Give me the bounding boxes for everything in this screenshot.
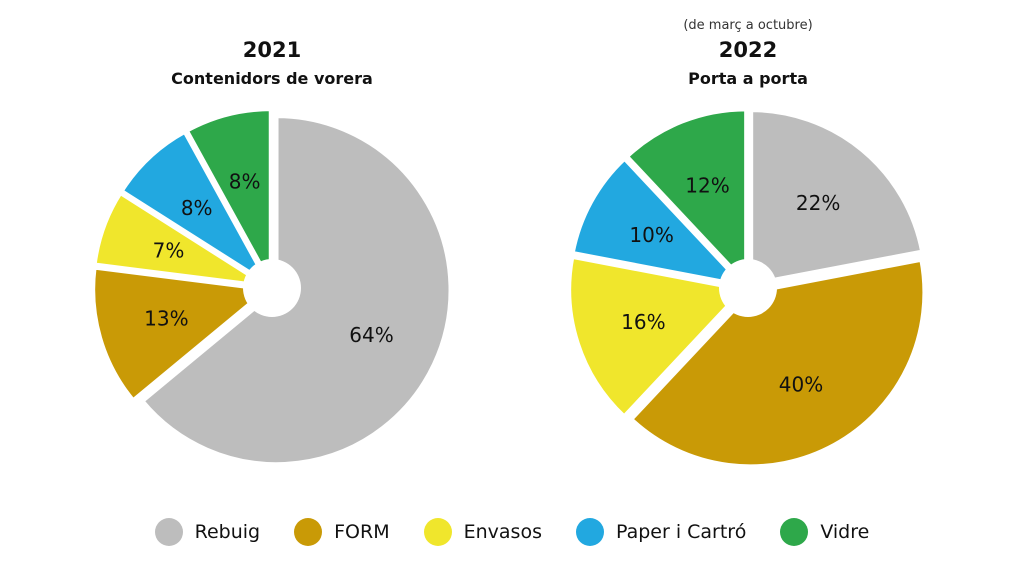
pie-label-paper-i-cartr-: 10% (629, 223, 673, 247)
pie-label-envasos: 16% (621, 310, 665, 334)
legend-swatch (780, 518, 809, 546)
pie-slice-form (629, 257, 927, 469)
pie-slice-paper-i-cartr- (570, 156, 746, 288)
pie-center-hole (719, 259, 777, 317)
legend-label: Rebuig (194, 521, 261, 543)
legend-label: Paper i Cartró (615, 521, 747, 543)
legend-item-rebuig: Rebuig (154, 518, 261, 546)
pie-slice-paper-i-cartr- (119, 129, 271, 287)
legend-swatch (294, 518, 323, 546)
pie-label-form: 13% (144, 307, 188, 331)
pie-label-vidre: 12% (685, 174, 729, 198)
chart-subtitle: Porta a porta (688, 69, 808, 88)
pie-label-paper-i-cartr-: 8% (181, 196, 213, 220)
pie-slice-vidre (625, 107, 749, 286)
legend-item-form: FORM (294, 518, 390, 546)
legend-item-envasos: Envasos (423, 518, 542, 546)
legend-item-paper-i-carto: Paper i Cartró (575, 518, 747, 546)
pie-label-rebuig: 22% (796, 191, 840, 215)
pie-label-envasos: 7% (153, 239, 185, 263)
chart-title: 2021 (242, 38, 302, 62)
chart-title: 2022 (718, 38, 778, 62)
pie-slice-rebuig (749, 108, 925, 287)
legend-swatch (575, 518, 604, 546)
pie-slice-envasos (567, 254, 746, 419)
legend-swatch (154, 518, 183, 546)
pie-chart-2021: 64% 13% 7% 8% 8% (91, 107, 453, 467)
pie-chart-2022: 22% 40% 16% 10% 12% (567, 107, 927, 469)
pie-slice-vidre (184, 107, 273, 286)
pie-label-form: 40% (779, 372, 823, 396)
pie-label-vidre: 8% (229, 169, 261, 193)
legend-label: Envasos (463, 521, 542, 543)
pie-center-hole (243, 259, 301, 317)
pie-label-rebuig: 64% (349, 323, 393, 347)
pie-slice-form (91, 265, 270, 403)
legend-label: Vidre (820, 521, 870, 543)
chart-note: (de març a octubre) (683, 18, 813, 33)
legend-label: FORM (334, 521, 390, 543)
chart-2021: 2021 Contenidors de vorera 64% 13% 7% 8% 8% (16, 0, 528, 490)
legend: Rebuig FORM Envasos Paper i Cartró Vidre (0, 514, 1024, 550)
pie-slice-envasos (92, 191, 270, 289)
chart-2022: (de març a octubre) 2022 Porta a porta 2… (492, 0, 1004, 490)
legend-swatch (423, 518, 452, 546)
legend-item-vidre: Vidre (780, 518, 869, 546)
chart-subtitle: Contenidors de vorera (171, 69, 373, 88)
